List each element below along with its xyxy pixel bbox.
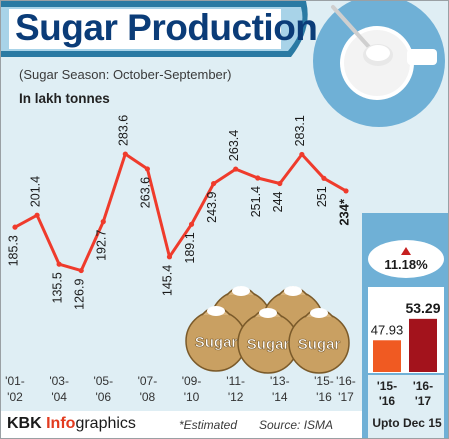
sugar-top xyxy=(259,308,277,318)
data-label: 244 xyxy=(271,191,285,212)
data-label: 251.4 xyxy=(249,186,263,217)
x-tick-label: '15- xyxy=(314,374,334,388)
x-tick-label: '08 xyxy=(140,390,156,404)
data-point xyxy=(34,212,40,218)
data-label: 283.6 xyxy=(117,115,131,146)
growth-badge: 11.18% xyxy=(368,240,444,278)
title-white-panel xyxy=(9,9,281,49)
data-point xyxy=(277,180,283,187)
data-point xyxy=(100,219,106,225)
data-label: 234* xyxy=(336,198,351,226)
data-label: 283.1 xyxy=(293,115,307,146)
x-tick-label: '01- xyxy=(5,374,25,388)
x-tick-label: '11- xyxy=(226,374,245,388)
brand-text-info: Info xyxy=(46,415,76,432)
source-note: Source: ISMA xyxy=(259,418,334,432)
sugar-top xyxy=(310,308,328,318)
data-point xyxy=(233,166,239,172)
data-label: 201.4 xyxy=(28,176,42,207)
cup-handle-icon xyxy=(407,49,437,65)
data-point xyxy=(255,175,261,181)
side-bar xyxy=(373,340,401,372)
side-bar-label: 53.29 xyxy=(405,300,440,316)
cup-illustration xyxy=(313,1,445,127)
data-label: 192.7 xyxy=(95,230,109,261)
sack-label: Sugar xyxy=(195,334,238,351)
data-point xyxy=(166,254,173,260)
production-series-line xyxy=(13,152,348,273)
side-bar xyxy=(409,318,437,372)
x-tick-label: '14 xyxy=(272,390,288,404)
data-point xyxy=(299,151,305,158)
upto-dec15-bar-chart: 47.93 '15-'16 53.29 '16-'17 xyxy=(371,300,441,408)
side-panel-label-area xyxy=(368,375,444,438)
page-title: Sugar Production xyxy=(15,7,318,48)
data-label: 145.4 xyxy=(161,265,175,296)
data-point xyxy=(343,188,349,194)
x-tick-label: '02 xyxy=(7,390,23,404)
footer-band xyxy=(1,411,362,438)
data-point xyxy=(122,151,128,157)
brand-text-kbk: KBK xyxy=(7,415,47,432)
data-label: 251 xyxy=(315,186,329,207)
brand-text-graphics: graphics xyxy=(75,415,136,432)
data-label: 263.4 xyxy=(227,130,241,161)
data-label: 126.9 xyxy=(72,279,86,310)
chart-subtitle: (Sugar Season: October-September) xyxy=(19,67,232,82)
sugar-sack-icon: Sugar xyxy=(237,308,299,374)
side-category-label: '16- xyxy=(413,379,433,393)
data-point xyxy=(321,175,327,181)
data-point xyxy=(56,261,62,267)
data-point xyxy=(211,180,217,187)
unit-label: In lakh tonnes xyxy=(19,91,110,106)
brand-logo: KBK Infographics xyxy=(7,415,136,433)
x-tick-label: '03- xyxy=(49,374,69,388)
data-label: 263.6 xyxy=(139,177,153,208)
data-point xyxy=(144,166,150,172)
x-tick-label: '06 xyxy=(95,390,111,404)
x-tick-label: '17 xyxy=(338,390,354,404)
data-label: 185.3 xyxy=(6,235,20,266)
estimated-note: *Estimated xyxy=(179,418,238,432)
side-category-label: '16 xyxy=(379,394,396,408)
production-line-chart: 185.3 201.4 135.5 126.9 192.7 283.6 263.6 145.4… xyxy=(5,115,356,404)
side-chart-title: Upto Dec 15 xyxy=(372,416,442,430)
x-tick-label: '04 xyxy=(51,390,67,404)
data-label: 189.1 xyxy=(183,232,197,263)
sugar-sacks-illustration: Sugar Sugar Sugar xyxy=(185,286,350,374)
data-label: 243.9 xyxy=(205,192,219,223)
data-point xyxy=(78,267,84,274)
side-category-label: '17 xyxy=(415,394,432,408)
sugar-sack-icon: Sugar xyxy=(185,306,247,372)
spoon-with-sugar-icon xyxy=(331,5,393,66)
x-tick-label: '09- xyxy=(182,374,202,388)
up-arrow-icon xyxy=(401,246,411,255)
sugar-sack-icon: Sugar xyxy=(288,308,350,374)
x-tick-label: '16- xyxy=(336,374,356,388)
x-tick-label: '16 xyxy=(316,390,332,404)
sugar-top xyxy=(207,306,225,316)
sack-label: Sugar xyxy=(298,336,341,353)
x-tick-label: '12 xyxy=(228,390,244,404)
sack-label: Sugar xyxy=(247,336,290,353)
sugar-top xyxy=(284,286,302,296)
x-tick-label: '10 xyxy=(184,390,200,404)
side-category-label: '15- xyxy=(377,379,397,393)
data-point xyxy=(188,221,195,227)
data-point xyxy=(12,224,18,230)
data-label: 135.5 xyxy=(50,272,64,303)
sugar-top xyxy=(232,286,250,296)
growth-value: 11.18% xyxy=(384,256,428,272)
x-tick-label: '05- xyxy=(93,374,113,388)
x-tick-label: '13- xyxy=(270,374,290,388)
side-bar-label: 47.93 xyxy=(371,322,404,337)
x-tick-label: '07- xyxy=(138,374,158,388)
